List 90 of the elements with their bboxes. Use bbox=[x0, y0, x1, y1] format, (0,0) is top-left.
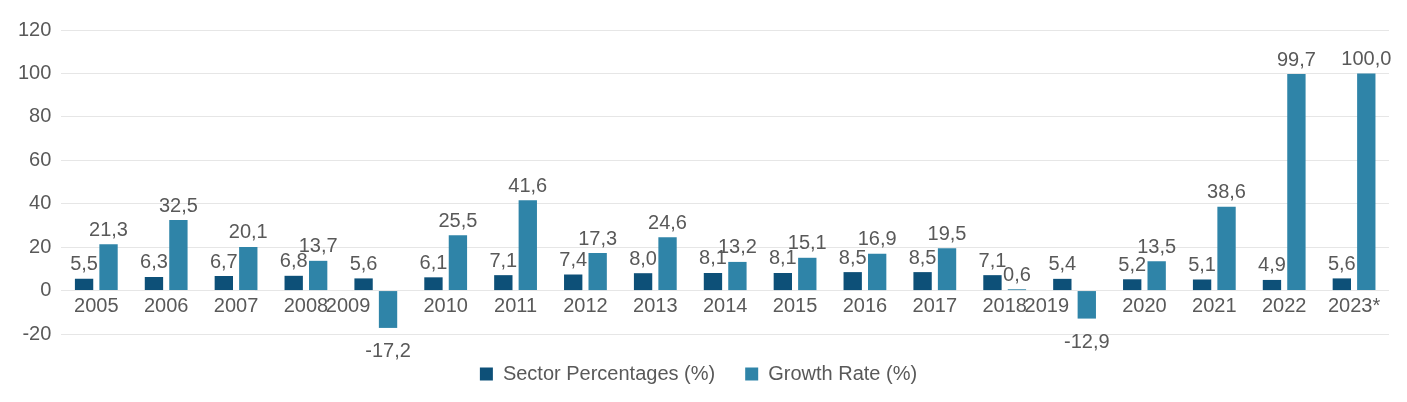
data-label: 7,1 bbox=[489, 248, 518, 271]
bar bbox=[1217, 206, 1236, 291]
bar bbox=[284, 275, 303, 291]
data-label: 6,7 bbox=[209, 249, 238, 272]
data-label: 41,6 bbox=[508, 173, 548, 196]
x-tick-label: 2005 bbox=[74, 294, 119, 317]
bar bbox=[937, 248, 957, 291]
bar bbox=[983, 275, 1002, 291]
x-tick-label: 2014 bbox=[702, 294, 748, 317]
bar bbox=[658, 237, 677, 291]
bar bbox=[1357, 73, 1376, 291]
y-tick-label: -20 bbox=[22, 321, 52, 344]
legend-label: Sector Percentages (%) bbox=[502, 361, 716, 384]
bar bbox=[448, 235, 468, 291]
x-tick-label: 2022 bbox=[1261, 294, 1307, 317]
bar bbox=[1077, 291, 1096, 319]
data-label: 24,6 bbox=[648, 210, 688, 233]
bar bbox=[74, 278, 94, 291]
data-label: 100,0 bbox=[1341, 46, 1392, 69]
data-label: 8,5 bbox=[908, 245, 937, 268]
bar bbox=[1192, 279, 1212, 291]
x-tick-label: 2017 bbox=[912, 294, 958, 317]
data-label: -12,9 bbox=[1063, 330, 1110, 353]
y-tick-label: 80 bbox=[29, 104, 52, 127]
x-tick-label: 2015 bbox=[772, 294, 818, 317]
y-tick-label: 60 bbox=[29, 147, 52, 170]
x-tick-label: 2007 bbox=[213, 294, 259, 317]
x-tick-label: 2013 bbox=[633, 294, 678, 317]
data-label: 19,5 bbox=[927, 221, 967, 244]
bar bbox=[378, 291, 398, 328]
bar bbox=[773, 272, 792, 291]
bar bbox=[1332, 278, 1352, 291]
bar bbox=[1053, 278, 1072, 291]
bar bbox=[703, 272, 723, 291]
data-label: 38,6 bbox=[1207, 180, 1247, 203]
legend-label: Growth Rate (%) bbox=[768, 361, 918, 384]
bar bbox=[144, 276, 164, 291]
x-tick-label: 2023* bbox=[1327, 294, 1381, 317]
bar bbox=[564, 274, 583, 291]
bar bbox=[867, 253, 887, 291]
x-tick-label: 2018 bbox=[982, 294, 1027, 317]
y-tick-label: 0 bbox=[40, 278, 52, 301]
data-label: 32,5 bbox=[158, 193, 198, 216]
data-label: 17,3 bbox=[578, 226, 618, 249]
bar bbox=[633, 273, 653, 291]
bar bbox=[1262, 279, 1282, 291]
x-tick-label: 2021 bbox=[1192, 294, 1237, 317]
x-tick-label: 2019 bbox=[1024, 294, 1070, 317]
bar bbox=[494, 275, 513, 291]
x-tick-label: 2012 bbox=[563, 294, 608, 317]
x-tick-label: 2016 bbox=[842, 294, 888, 317]
bar bbox=[1287, 74, 1306, 291]
data-label: 5,5 bbox=[70, 252, 98, 275]
bar bbox=[588, 253, 607, 291]
data-label: 5,4 bbox=[1048, 252, 1077, 275]
data-label: 5,1 bbox=[1188, 253, 1216, 276]
data-label: 6,3 bbox=[140, 250, 168, 273]
x-tick-label: 2020 bbox=[1122, 294, 1167, 317]
bar bbox=[798, 257, 817, 291]
y-tick-label: 100 bbox=[17, 60, 52, 83]
bar bbox=[214, 276, 233, 291]
data-label: 99,7 bbox=[1276, 47, 1316, 70]
data-label: 5,6 bbox=[1327, 251, 1356, 274]
x-tick-label: 2006 bbox=[143, 294, 189, 317]
data-label: 5,6 bbox=[349, 251, 378, 274]
bar bbox=[424, 277, 443, 291]
y-tick-label: 40 bbox=[29, 191, 52, 214]
data-label: 4,9 bbox=[1258, 253, 1286, 276]
data-label: 25,5 bbox=[438, 208, 478, 231]
data-label: 6,1 bbox=[419, 250, 448, 273]
y-tick-label: 120 bbox=[17, 17, 52, 40]
bar bbox=[1123, 279, 1142, 291]
bar bbox=[913, 272, 932, 291]
data-label: 21,3 bbox=[89, 217, 128, 240]
bar bbox=[843, 272, 862, 291]
bar bbox=[169, 220, 188, 291]
bar bbox=[1147, 261, 1166, 291]
x-tick-label: 2010 bbox=[423, 294, 468, 317]
bar bbox=[518, 200, 537, 291]
bar bbox=[728, 261, 747, 291]
data-label: 20,1 bbox=[228, 220, 268, 243]
bar bbox=[354, 278, 373, 291]
y-tick-label: 20 bbox=[29, 234, 52, 257]
bar bbox=[308, 260, 328, 291]
data-label: 8,0 bbox=[629, 246, 657, 269]
bar bbox=[239, 246, 258, 291]
x-tick-label: 2011 bbox=[494, 294, 538, 317]
data-label: -17,2 bbox=[365, 339, 411, 362]
data-label: 7,4 bbox=[559, 248, 588, 271]
bar bbox=[99, 244, 118, 291]
